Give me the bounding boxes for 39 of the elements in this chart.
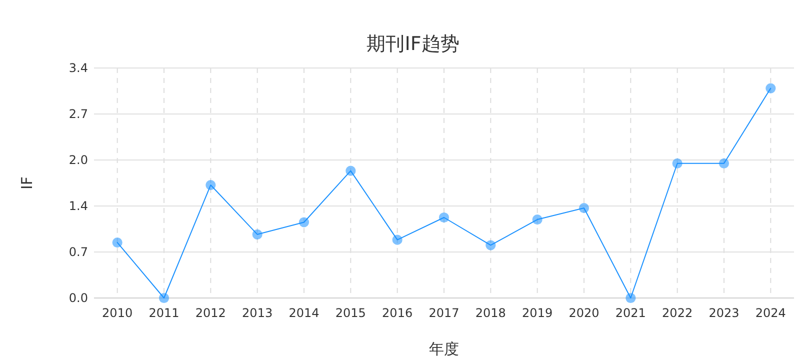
point: [486, 240, 496, 250]
y-tick-label: 2.7: [68, 107, 88, 122]
x-tick-label: 2024: [755, 306, 786, 320]
point: [346, 166, 356, 176]
point: [532, 214, 542, 225]
x-tick-label: 2022: [662, 306, 693, 320]
x-tick-label: 2019: [522, 306, 553, 320]
point: [392, 234, 402, 245]
x-tick-label: 2011: [148, 306, 180, 320]
x-tick-label: 2016: [382, 306, 413, 320]
point: [158, 292, 170, 304]
x-tick-label: 2013: [242, 306, 273, 320]
x-tick-label: 2018: [475, 306, 506, 320]
point: [112, 237, 122, 248]
x-tick-label: 2023: [708, 306, 740, 320]
point: [252, 229, 262, 240]
x-tick-label: 2015: [335, 306, 366, 320]
x-tick-label: 2021: [615, 306, 646, 320]
y-tick-label: 1.4: [68, 199, 88, 214]
y-tick-label: 0.0: [68, 291, 88, 306]
point: [298, 217, 310, 228]
point: [766, 83, 776, 94]
chart-title: 期刊IF趋势: [366, 33, 460, 55]
y-tick-label: 3.4: [68, 61, 88, 76]
point: [672, 158, 682, 168]
x-tick-label: 2012: [195, 306, 226, 320]
point: [206, 180, 216, 190]
x-tick-label: 2014: [288, 306, 320, 320]
x-axis-title: 年度: [429, 340, 459, 358]
y-axis-title: IF: [18, 176, 36, 190]
x-tick-label: 2010: [102, 306, 133, 320]
point: [718, 158, 730, 168]
point: [626, 292, 636, 304]
x-tick-label: 2017: [428, 306, 460, 320]
point: [438, 212, 450, 223]
x-tick-label: 2020: [568, 306, 600, 320]
y-tick-label: 2.0: [68, 153, 88, 168]
y-tick-label: 0.7: [68, 245, 88, 260]
point: [578, 202, 590, 214]
